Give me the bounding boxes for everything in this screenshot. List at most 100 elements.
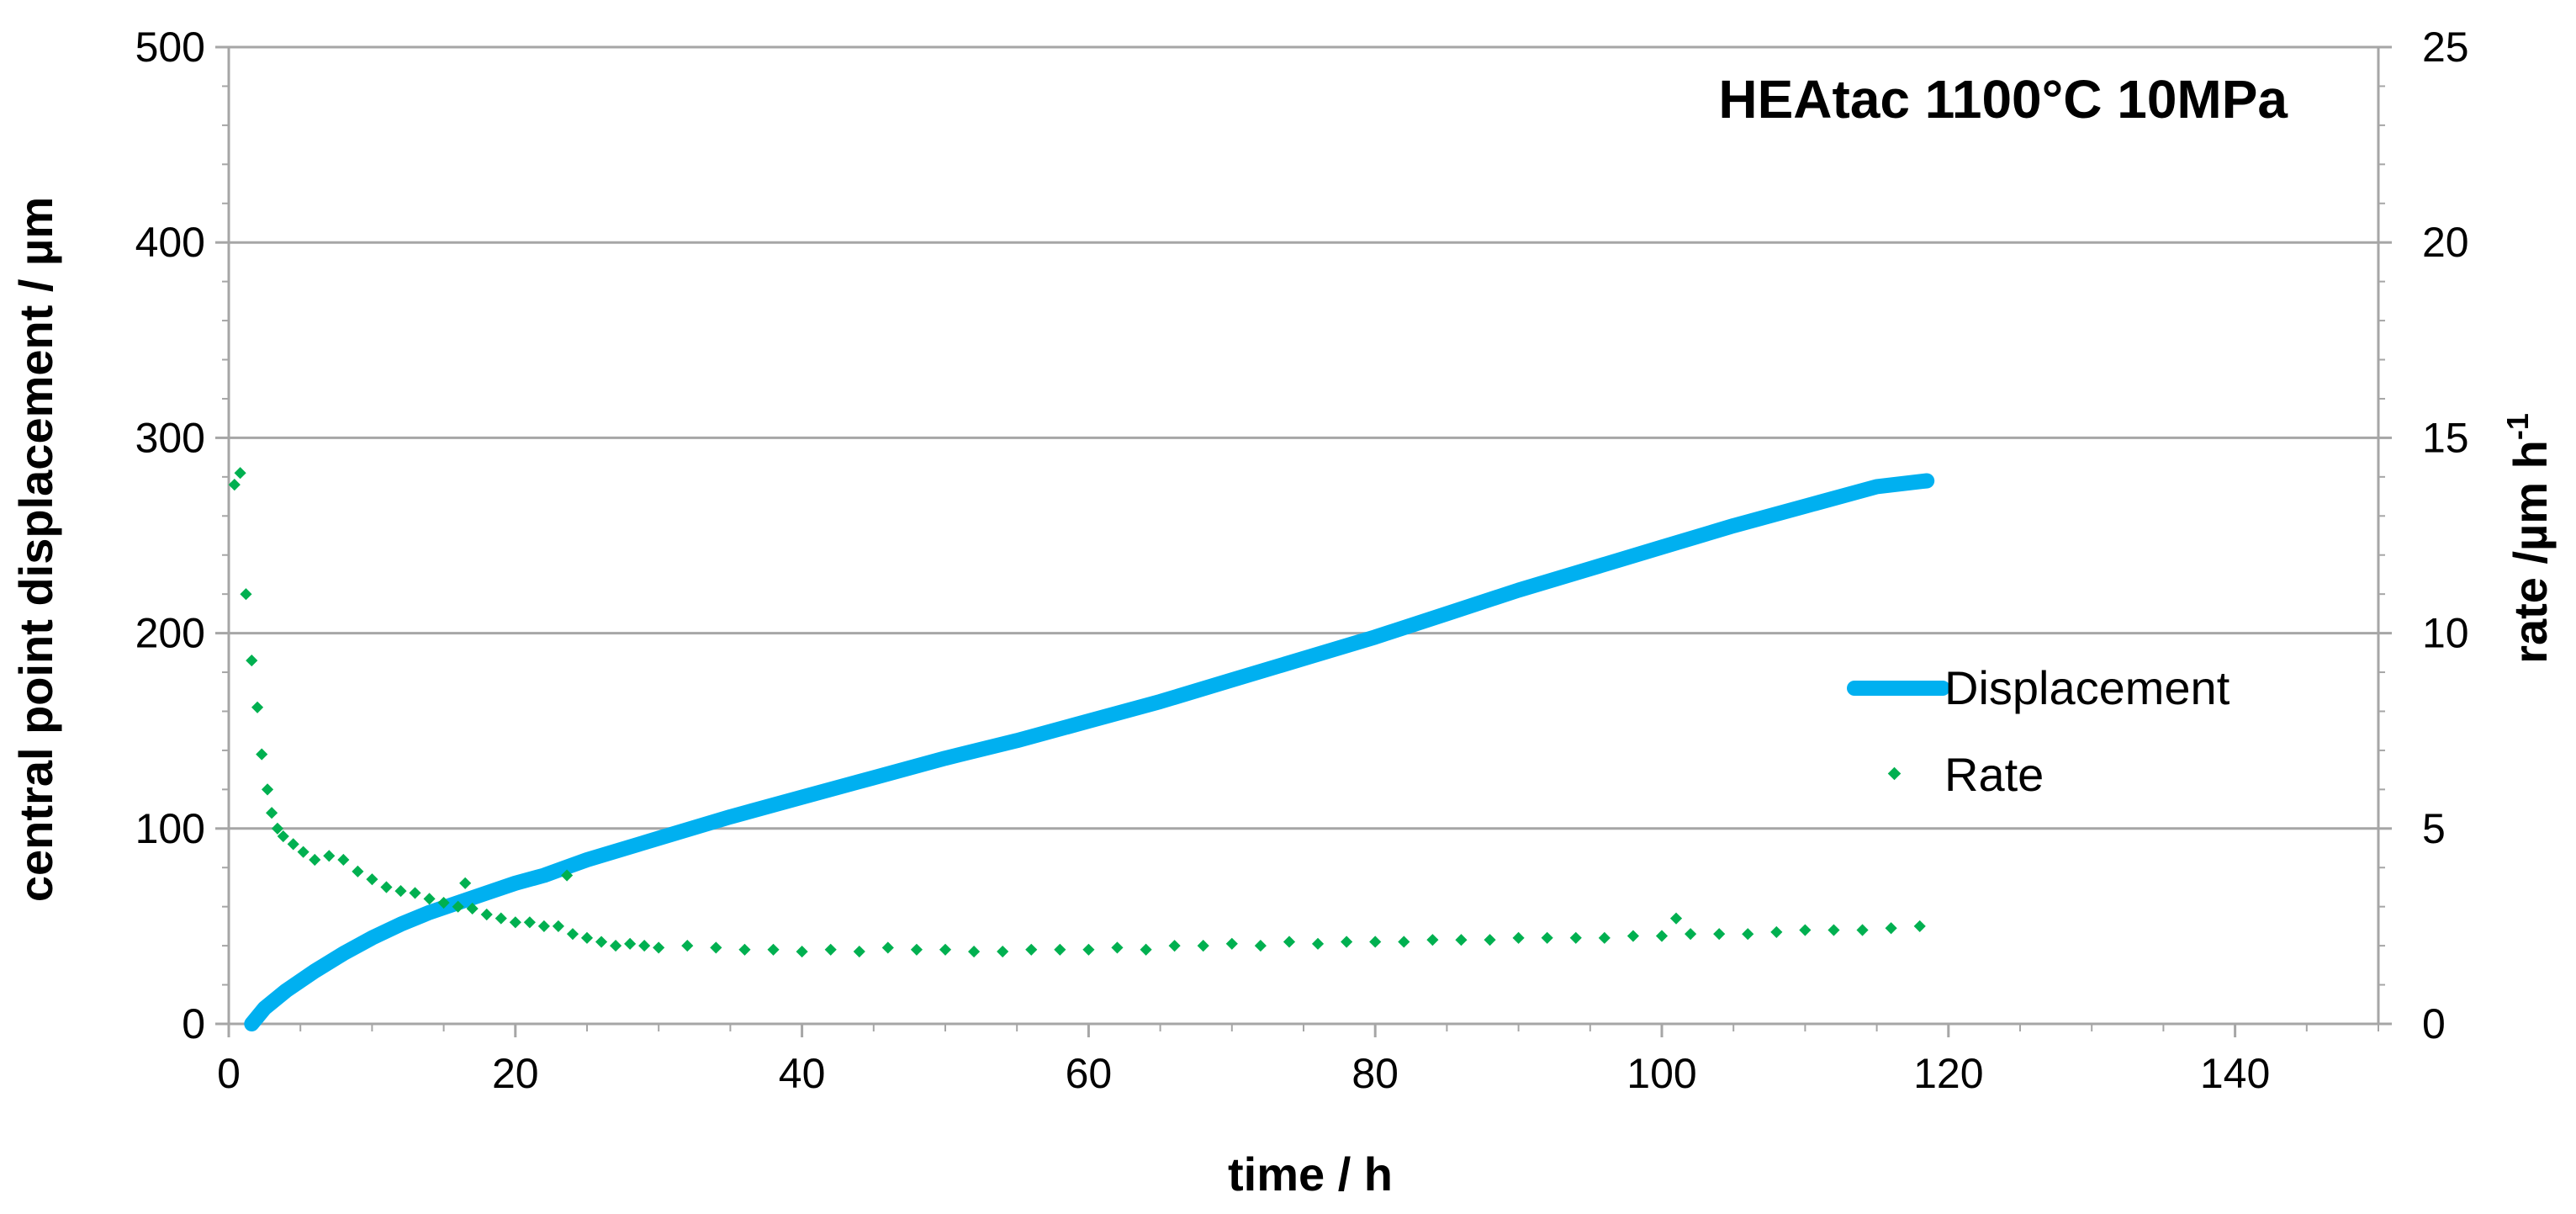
legend-rate-swatch — [1887, 766, 1902, 781]
series-rate-point — [1054, 943, 1066, 956]
series-rate-point — [939, 943, 952, 956]
series-rate-point — [1627, 930, 1639, 942]
x-tick-label-20: 20 — [492, 1050, 539, 1097]
series-rate-point — [1140, 943, 1152, 956]
series-rate-point — [1254, 940, 1267, 952]
series-displacement-line — [244, 473, 1935, 1031]
series-rate-point — [1799, 924, 1812, 936]
series-rate-point — [246, 655, 258, 667]
legend-rate-label: Rate — [1944, 748, 2044, 801]
y2-tick-label-15: 15 — [2422, 414, 2469, 461]
gridlines — [229, 45, 2378, 830]
series-rate-point — [910, 943, 923, 956]
series-rate-point — [523, 916, 536, 929]
series-rate-point — [1685, 928, 1697, 941]
series-rate-point — [610, 940, 622, 952]
series-rate-point — [352, 865, 364, 877]
series-rate-point — [738, 943, 751, 956]
series-rate-point — [552, 920, 564, 932]
series-rate-point — [1225, 937, 1238, 950]
series-rate-point — [309, 853, 321, 867]
series-rate-point — [266, 807, 278, 819]
x-axis-title: time / h — [1228, 1148, 1393, 1201]
series-rate-point — [480, 908, 493, 921]
series-rate-point — [1168, 940, 1181, 952]
series-rate-point — [1111, 941, 1124, 954]
y-axis-title: central point displacement / µm — [9, 197, 62, 902]
x-tick-label-120: 120 — [1913, 1050, 1983, 1097]
series-rate-point — [1885, 922, 1897, 935]
series-rate-point — [337, 853, 350, 867]
series-rate-point — [297, 846, 309, 858]
series-rate-point — [968, 946, 981, 958]
legend: Displacement Rate — [1847, 661, 2230, 801]
x-tick-label-0: 0 — [217, 1050, 241, 1097]
y2-axis-title-superscript: -1 — [2500, 413, 2535, 440]
series-rate-point — [1655, 930, 1669, 942]
series-rate-point — [1341, 936, 1353, 948]
series-rate-point — [1398, 936, 1410, 948]
series-rate-point — [1082, 943, 1095, 956]
series-rate-point — [881, 941, 894, 954]
series-rate-point — [409, 887, 421, 899]
series-rate-point — [638, 940, 651, 952]
series-rate-point — [437, 896, 450, 909]
y-tick-label-400: 400 — [135, 219, 205, 266]
series-rate-point — [1311, 937, 1325, 950]
series-rate-point — [796, 946, 808, 958]
series-rate-point — [509, 916, 521, 929]
series-rate-point — [566, 928, 579, 941]
series-rate-point — [1541, 931, 1553, 944]
series-rate-point — [1283, 936, 1296, 948]
series-rate-point — [240, 588, 252, 601]
y2-tick-label-0: 0 — [2422, 1000, 2446, 1047]
series-rate-point — [1512, 931, 1525, 944]
series-rate-point — [537, 920, 550, 932]
y2-tick-label-10: 10 — [2422, 610, 2469, 657]
series-rate-point — [1025, 943, 1038, 956]
series-rate-point — [595, 936, 608, 948]
series-rate-point — [653, 941, 665, 954]
series-rate-point — [624, 937, 637, 950]
series-rate-point — [394, 885, 407, 898]
series-rate-point — [495, 912, 507, 925]
x-tick-label-80: 80 — [1351, 1050, 1399, 1097]
series-rate-point — [1197, 940, 1209, 952]
x-tick-label-40: 40 — [779, 1050, 826, 1097]
series-rate-point — [853, 945, 865, 958]
series-rate-point — [580, 931, 594, 944]
series-rate-point — [323, 850, 336, 862]
series-rate-point — [1426, 934, 1439, 946]
series-rate-point — [1598, 931, 1611, 944]
series-rate-point — [261, 783, 274, 796]
y2-axis-title-main: rate /µm h — [2504, 440, 2557, 664]
series-rate-point — [1828, 924, 1840, 936]
series-rate-point — [228, 479, 241, 491]
series-rate-point — [710, 941, 722, 954]
series-rate-point — [561, 869, 574, 882]
y2-tick-label-20: 20 — [2422, 219, 2469, 266]
series-rate-point — [423, 893, 436, 905]
series-rate-point — [234, 467, 246, 480]
series-rate-point — [1484, 934, 1496, 946]
series-rate-point — [1742, 928, 1754, 941]
series-rate-point — [1369, 936, 1382, 948]
series-rate-point — [380, 881, 393, 893]
series-rate-point — [271, 822, 283, 835]
y-tick-label-500: 500 — [135, 24, 205, 71]
series-rate-point — [1569, 931, 1582, 944]
series-rate-point — [251, 701, 264, 713]
series-rate-point — [1770, 925, 1783, 938]
y-tick-label-0: 0 — [182, 1000, 205, 1047]
y2-tick-label-25: 25 — [2422, 24, 2469, 71]
x-tick-label-60: 60 — [1066, 1050, 1113, 1097]
series-rate-point — [767, 943, 780, 956]
series-rate-point — [824, 943, 837, 956]
series-rate-point — [1713, 928, 1726, 941]
series-rate-point — [287, 838, 299, 851]
series-rate-point — [681, 940, 694, 952]
y-tick-label-300: 300 — [135, 414, 205, 461]
y-tick-label-200: 200 — [135, 610, 205, 657]
series-rate-point — [1913, 920, 1926, 932]
y-tick-label-100: 100 — [135, 805, 205, 852]
